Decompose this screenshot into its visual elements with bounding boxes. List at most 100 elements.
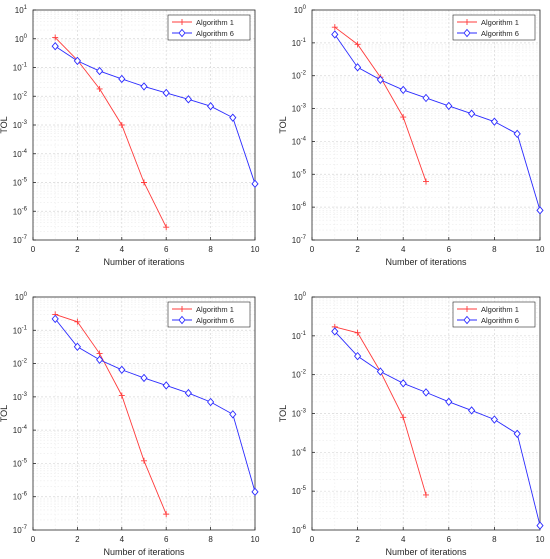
- y-tick-exponent: -2: [22, 359, 28, 365]
- y-tick-base: 10: [13, 526, 22, 535]
- y-axis-label: TOL: [0, 116, 9, 133]
- y-tick-base: 10: [13, 92, 22, 101]
- y-tick-base: 10: [13, 121, 22, 130]
- chart-panel: 0 2 4 6 8 1010-610-510-410-310-210-1100Number…: [278, 292, 545, 557]
- data-point-diamond: [118, 74, 126, 84]
- data-point-diamond: [140, 82, 148, 91]
- y-tick-label: 100: [294, 292, 307, 302]
- data-point-diamond: [399, 85, 407, 95]
- y-tick-exponent: -3: [22, 392, 28, 398]
- y-tick-base: 10: [13, 360, 22, 369]
- y-tick-base: 10: [292, 410, 301, 419]
- data-point-diamond: [331, 30, 339, 39]
- y-tick-label: 10-2: [13, 359, 28, 369]
- y-tick-exponent: -1: [22, 63, 28, 69]
- y-tick-base: 10: [292, 105, 301, 114]
- x-tick-label: 4: [401, 535, 406, 544]
- data-point-plus: [163, 224, 170, 231]
- plot-area: [312, 10, 540, 240]
- series-line: [334, 331, 541, 526]
- y-tick-exponent: -1: [301, 38, 307, 44]
- x-tick-label: 10: [251, 245, 260, 254]
- data-point-diamond: [96, 66, 104, 76]
- data-point-diamond: [376, 367, 384, 376]
- y-tick-base: 10: [15, 6, 24, 15]
- data-point-diamond: [536, 206, 544, 215]
- data-point-diamond: [73, 342, 81, 351]
- chart-panel: 0 2 4 6 8 1010-710-610-510-410-310-210-110010…: [0, 5, 260, 267]
- x-axis-label: Number of iterations: [385, 257, 467, 267]
- y-tick-exponent: 0: [303, 292, 307, 298]
- x-tick-label: 0: [31, 535, 36, 544]
- x-tick-label: 6: [164, 535, 169, 544]
- series-2: [331, 327, 544, 530]
- legend: Algorithm 1 Algorithm 6: [167, 14, 251, 41]
- data-point-plus: [141, 179, 147, 186]
- y-tick-label: 10-1: [13, 325, 28, 335]
- data-point-diamond: [513, 129, 521, 139]
- legend-label: Algorithm 6: [481, 29, 519, 38]
- x-tick-label: 0: [310, 535, 315, 544]
- data-point-plus: [96, 350, 103, 357]
- x-axis-label: Number of iterations: [385, 547, 467, 557]
- legend: Algorithm 1 Algorithm 6: [452, 14, 536, 41]
- data-point-diamond: [73, 56, 81, 66]
- data-point-plus: [423, 491, 429, 498]
- y-tick-exponent: -5: [22, 178, 28, 184]
- y-tick-base: 10: [292, 170, 301, 179]
- y-tick-base: 10: [292, 332, 301, 341]
- y-axis-label: TOL: [278, 116, 288, 133]
- data-point-diamond: [140, 373, 148, 383]
- legend-marker-plus: [464, 306, 470, 312]
- x-axis-label: Number of iterations: [103, 547, 185, 557]
- series-2: [51, 314, 259, 497]
- data-point-plus: [74, 318, 81, 325]
- y-tick-base: 10: [13, 393, 22, 402]
- series-2: [331, 30, 544, 215]
- series-line: [334, 34, 541, 211]
- y-tick-exponent: -5: [301, 169, 307, 175]
- series-2: [51, 42, 259, 189]
- x-tick-label: 2: [355, 245, 360, 254]
- y-tick-base: 10: [13, 493, 22, 502]
- y-tick-exponent: -3: [301, 409, 307, 415]
- data-point-plus: [163, 511, 170, 518]
- x-tick-label: 8: [492, 535, 497, 544]
- legend-label: Algorithm 6: [196, 316, 234, 325]
- data-point-diamond: [513, 429, 521, 438]
- data-point-diamond: [490, 415, 498, 424]
- data-point-diamond: [354, 351, 362, 361]
- x-tick-label: 2: [75, 245, 80, 254]
- x-tick-label: 6: [447, 245, 452, 254]
- legend-marker-diamond: [178, 28, 186, 38]
- data-point-plus: [52, 34, 59, 41]
- y-tick-base: 10: [292, 371, 301, 380]
- y-tick-label: 10-5: [292, 486, 307, 496]
- legend-label: Algorithm 6: [481, 316, 519, 325]
- data-point-diamond: [162, 88, 170, 98]
- data-point-diamond: [251, 179, 259, 189]
- y-tick-label: 10-6: [13, 492, 28, 502]
- data-point-diamond: [184, 388, 192, 398]
- y-tick-label: 100: [15, 292, 28, 302]
- y-tick-exponent: -6: [301, 202, 307, 208]
- y-tick-exponent: -4: [301, 447, 307, 453]
- chart-panel: 0 2 4 6 8 1010-710-610-510-410-310-210-1100Nu…: [0, 292, 260, 557]
- y-tick-label: 10-4: [13, 149, 28, 159]
- y-tick-base: 10: [13, 207, 22, 216]
- y-tick-base: 10: [13, 459, 22, 468]
- axes-box: [32, 296, 256, 531]
- y-tick-base: 10: [292, 72, 301, 81]
- x-tick-label: 8: [208, 245, 213, 254]
- y-tick-base: 10: [292, 526, 301, 535]
- data-point-diamond: [118, 365, 126, 374]
- y-tick-exponent: 0: [24, 34, 28, 40]
- data-point-diamond: [251, 487, 259, 497]
- y-tick-label: 10-5: [13, 458, 28, 468]
- y-tick-exponent: -7: [22, 235, 28, 241]
- y-tick-exponent: -6: [22, 492, 28, 498]
- data-point-diamond: [96, 355, 104, 364]
- x-tick-label: 4: [120, 535, 125, 544]
- x-tick-label: 6: [447, 535, 452, 544]
- y-tick-base: 10: [294, 293, 303, 302]
